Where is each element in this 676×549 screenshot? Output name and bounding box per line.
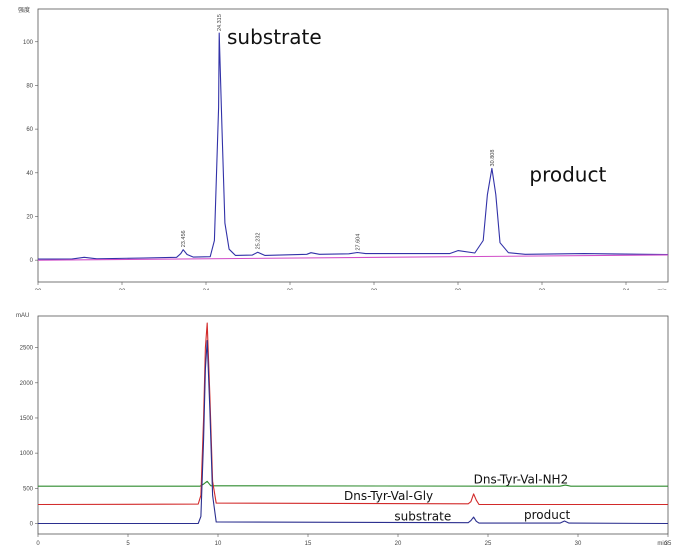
top-y-tick-label: 40 (26, 171, 33, 177)
top-annotation: product (529, 163, 606, 187)
top-x-tick-label: 30 (455, 289, 462, 290)
bottom-plot-background (0, 290, 676, 549)
bottom-x-tick-label: 15 (305, 541, 312, 547)
top-peak-label: 27.604 (355, 234, 361, 251)
top-peak-label: 23.456 (181, 230, 187, 247)
top-x-tick-label: 34 (623, 289, 630, 290)
top-y-tick-label: 80 (26, 83, 33, 89)
bottom-y-tick-label: 1500 (20, 416, 34, 422)
top-peak-label: 24.315 (217, 14, 223, 31)
bottom-y-tick-label: 0 (30, 521, 34, 527)
bottom-x-tick-label: 20 (395, 541, 402, 547)
top-annotation: substrate (227, 25, 322, 49)
top-x-tick-label: 22 (119, 289, 126, 290)
top-plot-frame (37, 8, 669, 283)
bottom-x-tick-label: 10 (215, 541, 222, 547)
bottom-annotation: product (524, 508, 570, 522)
bottom-series-group (37, 322, 669, 525)
bottom-x-unit-label: min (657, 541, 667, 547)
top-y-tick-label: 0 (30, 258, 34, 264)
top-axes: 20 22 24 26 28 30 32 34 0 20 40 60 80 100 强度 min (18, 6, 669, 290)
bottom-axes: 0 5 10 15 20 25 30 35 0 500 1000 1500 2000 2500 mAU min (16, 313, 672, 547)
top-peak-labels: 23.456 24.315 25.232 27.604 30.808 (181, 14, 496, 250)
top-x-tick-label: 32 (539, 289, 546, 290)
bottom-x-tick-label: 0 (36, 541, 40, 547)
top-peak-label: 25.232 (256, 233, 262, 250)
top-series-line-2 (37, 254, 669, 261)
bottom-annotations: Dns-Tyr-Val-NH2 Dns-Tyr-Val-Gly substrate p… (344, 472, 570, 523)
top-series-line-1 (38, 32, 669, 260)
bottom-plot-frame (37, 315, 669, 535)
bottom-y-unit-label: mAU (16, 313, 29, 319)
top-x-unit-label: min (657, 289, 667, 290)
top-y-tick-label: 100 (23, 40, 34, 46)
top-annotations: substrate product (227, 25, 606, 187)
bottom-x-tick-label: 25 (485, 541, 492, 547)
top-plot-background (0, 0, 676, 290)
bottom-annotation: Dns-Tyr-Val-NH2 (474, 472, 569, 486)
bottom-annotation: substrate (394, 510, 451, 524)
top-x-tick-label: 20 (35, 289, 42, 290)
top-peak-label: 30.808 (490, 150, 496, 167)
top-x-tick-label: 24 (203, 289, 210, 290)
bottom-x-tick-label: 5 (126, 541, 130, 547)
bottom-x-tick-label: 35 (665, 541, 672, 547)
top-series-group (37, 32, 669, 261)
chromatogram-top: 20 22 24 26 28 30 32 34 0 20 40 60 80 100 强度 min 23.456… (0, 0, 676, 290)
top-y-tick-label: 20 (26, 214, 33, 220)
top-y-unit-label: 强度 (18, 6, 30, 14)
bottom-y-tick-label: 500 (23, 486, 34, 492)
top-x-tick-label: 28 (371, 289, 378, 290)
top-x-tick-label: 26 (287, 289, 294, 290)
bottom-y-tick-label: 2500 (20, 346, 34, 352)
top-y-tick-label: 60 (26, 127, 33, 133)
bottom-y-tick-label: 1000 (20, 451, 34, 457)
bottom-x-tick-label: 30 (575, 541, 582, 547)
bottom-annotation: Dns-Tyr-Val-Gly (344, 489, 433, 503)
bottom-series-line-3 (38, 340, 669, 525)
chromatogram-bottom: 0 5 10 15 20 25 30 35 0 500 1000 1500 2000 2500 mAU min… (0, 290, 676, 549)
bottom-y-tick-label: 2000 (20, 381, 34, 387)
